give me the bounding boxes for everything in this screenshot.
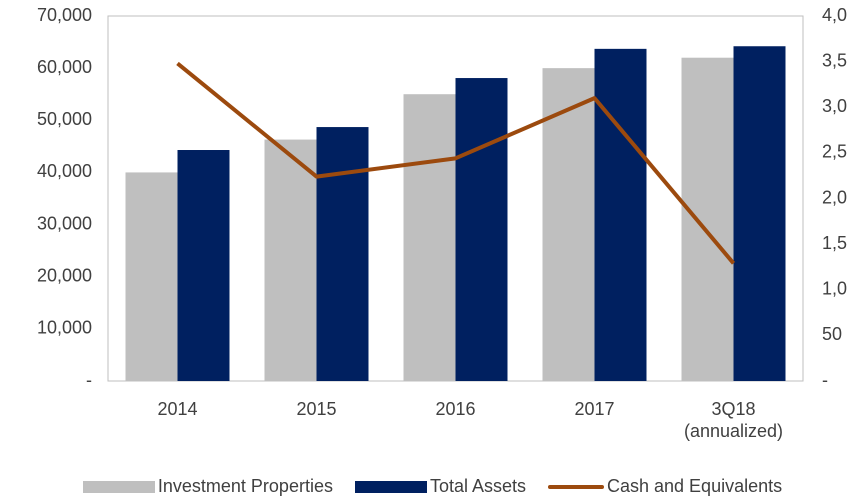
bar bbox=[403, 94, 456, 381]
legend-label: Total Assets bbox=[429, 476, 526, 496]
y2-tick-label: 2,0 bbox=[822, 187, 847, 207]
bar bbox=[177, 150, 230, 381]
x-tick-label: 3Q18 (annualized) bbox=[683, 399, 784, 441]
y-tick-label: - bbox=[86, 370, 92, 390]
x-tick-label: 2015 bbox=[296, 399, 337, 419]
y-tick-label: 30,000 bbox=[37, 213, 92, 233]
legend-item: Total Assets bbox=[354, 476, 526, 497]
bar bbox=[594, 48, 647, 381]
x-tick-label: 2014 bbox=[157, 399, 198, 419]
x-tick-label: 2017 bbox=[574, 399, 615, 419]
bar bbox=[681, 57, 734, 381]
y2-tick-label: 3,5 bbox=[822, 50, 847, 70]
legend-rect bbox=[354, 480, 427, 493]
legend: Investment Properties Total Assets Cash an… bbox=[0, 476, 865, 497]
y-tick-label: 70,000 bbox=[37, 5, 92, 25]
y-tick-label: 60,000 bbox=[37, 57, 92, 77]
y-tick-label: 20,000 bbox=[37, 265, 92, 285]
y2-tick-label: 1,0 bbox=[822, 279, 847, 299]
line bbox=[176, 61, 736, 265]
y2-tick-label: 4,0 bbox=[822, 5, 847, 25]
legend-swatch bbox=[82, 480, 155, 493]
y2-tick-label: 50 bbox=[822, 324, 842, 344]
y2-tick-label: 3,0 bbox=[822, 96, 847, 116]
bar bbox=[264, 139, 317, 381]
bar bbox=[542, 68, 595, 382]
y-tick-label: 40,000 bbox=[37, 161, 92, 181]
legend-swatch bbox=[354, 480, 427, 493]
bar bbox=[125, 172, 178, 381]
bar bbox=[316, 127, 369, 381]
legend-item: Investment Properties bbox=[82, 476, 333, 497]
x-tick-label: 2016 bbox=[435, 399, 476, 419]
y-tick-label: 10,000 bbox=[37, 318, 92, 338]
y2-tick-label: 2,5 bbox=[822, 142, 847, 162]
legend-rect bbox=[82, 480, 155, 493]
legend-label: Cash and Equivalents bbox=[607, 476, 783, 496]
legend-item: Cash and Equivalents bbox=[548, 476, 782, 497]
bar bbox=[733, 46, 786, 381]
y2-tick-label: 1,5 bbox=[822, 233, 847, 253]
legend-label: Investment Properties bbox=[157, 476, 333, 496]
y2-tick-label: - bbox=[822, 370, 828, 390]
bar bbox=[455, 78, 508, 382]
legend-swatch bbox=[548, 484, 604, 489]
y-tick-label: 50,000 bbox=[37, 109, 92, 129]
